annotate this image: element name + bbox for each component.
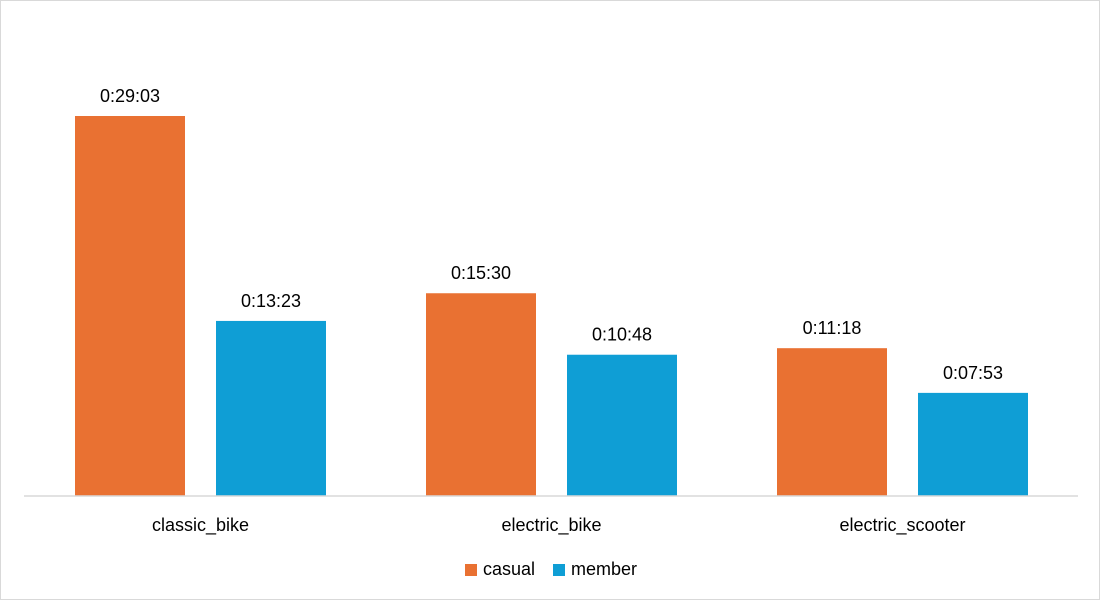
legend-item-casual: casual (464, 559, 535, 580)
bar-member-electric_bike (567, 354, 677, 496)
category-label-classic_bike: classic_bike (152, 515, 249, 536)
data-label-casual-electric_scooter: 0:11:18 (803, 318, 862, 338)
category-labels: classic_bike electric_bike electric_scoote… (152, 515, 966, 536)
category-label-electric_bike: electric_bike (501, 515, 601, 536)
bar-casual-electric_bike (426, 293, 536, 496)
legend-item-member: member (553, 559, 637, 580)
legend-swatch-casual (464, 563, 477, 576)
bars-layer (75, 116, 1028, 496)
bar-casual-electric_scooter (777, 348, 887, 496)
data-label-member-electric_scooter: 0:07:53 (943, 363, 1003, 383)
legend-swatch-member (553, 563, 565, 576)
bar-member-electric_scooter (918, 392, 1028, 496)
data-label-member-classic_bike: 0:13:23 (241, 291, 301, 311)
data-label-member-electric_bike: 0:10:48 (592, 325, 652, 345)
legend-label-casual: casual (482, 559, 535, 579)
legend-label-member: member (571, 559, 638, 579)
labels-layer: 0:29:03 0:13:23 0:15:30 0:10:48 0:11:18 0:07:… (100, 86, 1003, 383)
category-label-electric_scooter: electric_scooter (839, 515, 965, 536)
bar-member-classic_bike (216, 320, 326, 496)
bar-casual-classic_bike (75, 116, 185, 496)
legend: casual member (1, 559, 1101, 580)
data-label-casual-classic_bike: 0:29:03 (100, 86, 160, 106)
data-label-casual-electric_bike: 0:15:30 (451, 263, 511, 283)
